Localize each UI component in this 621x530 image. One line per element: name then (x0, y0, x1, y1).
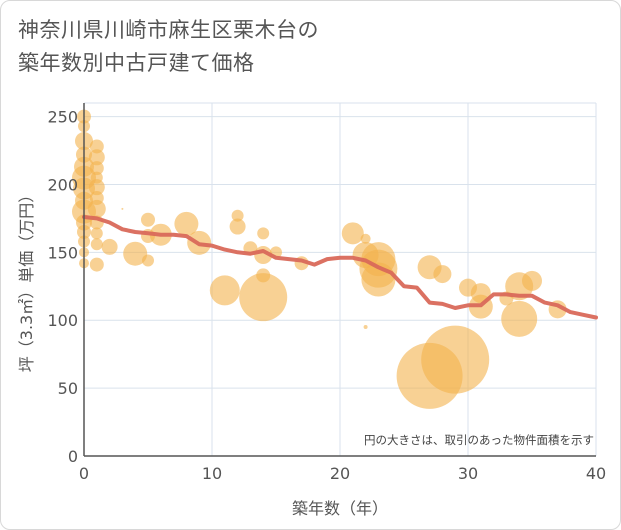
data-bubble (121, 207, 124, 210)
bubble-size-note: 円の大きさは、取引のあった物件面積を示す (364, 433, 594, 447)
x-tick-label: 10 (202, 464, 222, 483)
title-line-2: 築年数別中古戸建て価格 (18, 51, 255, 75)
data-bubble (90, 238, 103, 251)
x-tick-label: 40 (586, 464, 606, 483)
data-bubble (501, 300, 538, 337)
data-bubble (123, 241, 148, 266)
x-tick-label: 30 (458, 464, 478, 483)
data-bubble (89, 257, 104, 272)
data-bubble (209, 275, 240, 306)
y-tick-label: 200 (47, 175, 78, 194)
data-bubble (229, 218, 246, 235)
data-bubble (89, 161, 104, 176)
x-axis-title: 築年数（年） (292, 499, 388, 518)
data-bubble (341, 222, 364, 245)
data-bubble (257, 227, 270, 240)
data-bubble (433, 265, 452, 284)
data-bubble (88, 179, 105, 196)
data-bubble (141, 212, 155, 227)
data-bubble (522, 270, 542, 291)
trend-line (82, 215, 598, 320)
y-tick-label: 100 (47, 311, 78, 330)
x-tick-label: 0 (79, 464, 89, 483)
y-tick-label: 250 (47, 108, 78, 127)
data-bubble (89, 139, 104, 154)
data-bubble (363, 325, 368, 330)
y-tick-label: 0 (68, 447, 78, 466)
chart-title: 神奈川県川崎市麻生区栗木台の 築年数別中古戸建て価格 (18, 14, 319, 80)
data-bubble (239, 273, 288, 322)
data-bubble (101, 238, 118, 255)
data-bubble (90, 227, 103, 240)
data-bubble (88, 149, 105, 166)
y-axis-title: 坪（3.3㎡）単価（万円） (17, 187, 36, 372)
x-tick-label: 20 (330, 464, 350, 483)
y-tick-label: 50 (58, 379, 78, 398)
y-tick-label: 150 (47, 243, 78, 262)
data-bubble (421, 325, 490, 394)
title-line-1: 神奈川県川崎市麻生区栗木台の (18, 18, 319, 42)
data-bubble (360, 233, 371, 244)
data-bubble (231, 209, 244, 222)
data-bubble (87, 199, 106, 218)
data-bubble (142, 254, 154, 267)
data-bubble (174, 211, 199, 236)
